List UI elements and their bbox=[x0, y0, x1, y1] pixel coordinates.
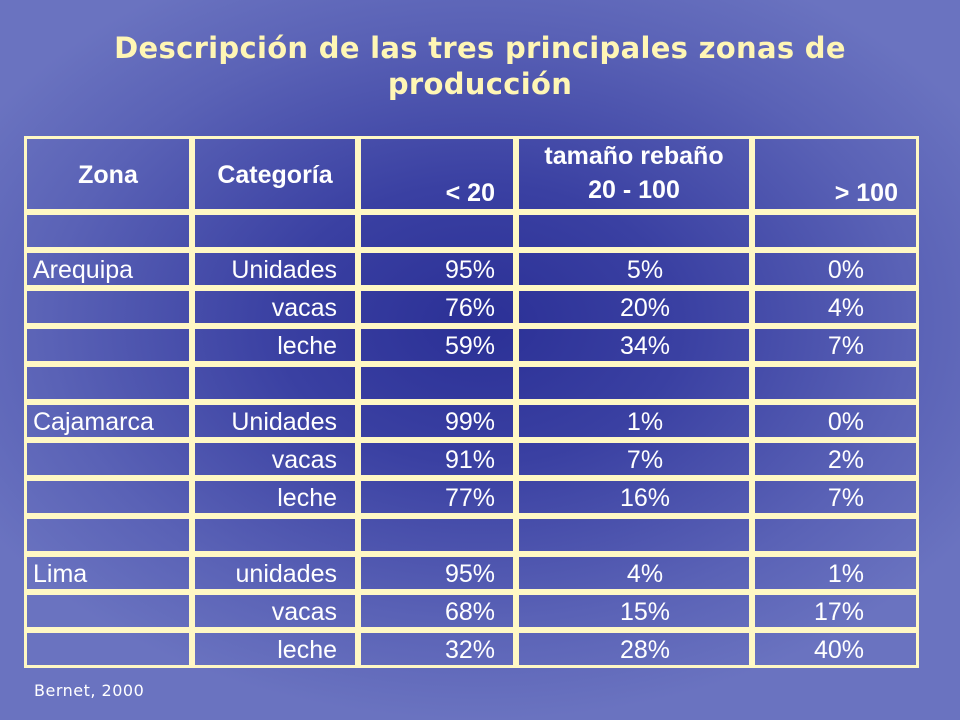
zona-cell bbox=[24, 326, 192, 364]
zona-cell bbox=[24, 440, 192, 478]
categoria-cell: leche bbox=[192, 326, 358, 364]
gt100-cell: 2% bbox=[752, 440, 919, 478]
lt20-cell: 99% bbox=[358, 402, 516, 440]
blank-cell bbox=[752, 364, 919, 402]
categoria-cell: Unidades bbox=[192, 250, 358, 288]
blank-cell bbox=[752, 212, 919, 250]
zona-cell: Lima bbox=[24, 554, 192, 592]
blank-cell bbox=[752, 516, 919, 554]
mid-cell: 16% bbox=[516, 478, 752, 516]
blank-cell bbox=[192, 212, 358, 250]
zona-cell: Cajamarca bbox=[24, 402, 192, 440]
mid-cell: 20% bbox=[516, 288, 752, 326]
blank-cell bbox=[516, 212, 752, 250]
blank-cell bbox=[358, 364, 516, 402]
lt20-cell: 95% bbox=[358, 554, 516, 592]
blank-cell bbox=[516, 516, 752, 554]
zona-cell bbox=[24, 592, 192, 630]
header-lt20: < 20 bbox=[358, 136, 516, 212]
blank-cell bbox=[192, 364, 358, 402]
blank-cell bbox=[24, 212, 192, 250]
categoria-cell: vacas bbox=[192, 288, 358, 326]
categoria-cell: leche bbox=[192, 630, 358, 668]
zona-cell bbox=[24, 288, 192, 326]
source-citation: Bernet, 2000 bbox=[34, 681, 145, 700]
blank-cell bbox=[192, 516, 358, 554]
mid-cell: 1% bbox=[516, 402, 752, 440]
header-tamano-rebano: tamaño rebaño bbox=[544, 142, 724, 170]
header-categoria: Categoría bbox=[192, 136, 358, 212]
mid-cell: 5% bbox=[516, 250, 752, 288]
lt20-cell: 68% bbox=[358, 592, 516, 630]
lt20-cell: 76% bbox=[358, 288, 516, 326]
mid-cell: 15% bbox=[516, 592, 752, 630]
gt100-cell: 1% bbox=[752, 554, 919, 592]
mid-cell: 7% bbox=[516, 440, 752, 478]
lt20-cell: 91% bbox=[358, 440, 516, 478]
blank-cell bbox=[516, 364, 752, 402]
gt100-cell: 4% bbox=[752, 288, 919, 326]
lt20-cell: 59% bbox=[358, 326, 516, 364]
blank-cell bbox=[358, 212, 516, 250]
zona-cell: Arequipa bbox=[24, 250, 192, 288]
header-zona: Zona bbox=[24, 136, 192, 212]
categoria-cell: leche bbox=[192, 478, 358, 516]
header-20-100-label: 20 - 100 bbox=[588, 176, 680, 204]
zona-cell bbox=[24, 478, 192, 516]
mid-cell: 4% bbox=[516, 554, 752, 592]
blank-cell bbox=[358, 516, 516, 554]
lt20-cell: 32% bbox=[358, 630, 516, 668]
zona-cell bbox=[24, 630, 192, 668]
gt100-cell: 7% bbox=[752, 478, 919, 516]
mid-cell: 28% bbox=[516, 630, 752, 668]
header-20-100: tamaño rebaño 20 - 100 bbox=[516, 136, 752, 212]
blank-cell bbox=[24, 364, 192, 402]
header-gt100: > 100 bbox=[752, 136, 919, 212]
gt100-cell: 40% bbox=[752, 630, 919, 668]
gt100-cell: 0% bbox=[752, 402, 919, 440]
gt100-cell: 0% bbox=[752, 250, 919, 288]
gt100-cell: 17% bbox=[752, 592, 919, 630]
categoria-cell: unidades bbox=[192, 554, 358, 592]
lt20-cell: 77% bbox=[358, 478, 516, 516]
mid-cell: 34% bbox=[516, 326, 752, 364]
blank-cell bbox=[24, 516, 192, 554]
gt100-cell: 7% bbox=[752, 326, 919, 364]
categoria-cell: vacas bbox=[192, 440, 358, 478]
lt20-cell: 95% bbox=[358, 250, 516, 288]
categoria-cell: Unidades bbox=[192, 402, 358, 440]
categoria-cell: vacas bbox=[192, 592, 358, 630]
slide-title: Descripción de las tres principales zona… bbox=[114, 31, 846, 101]
